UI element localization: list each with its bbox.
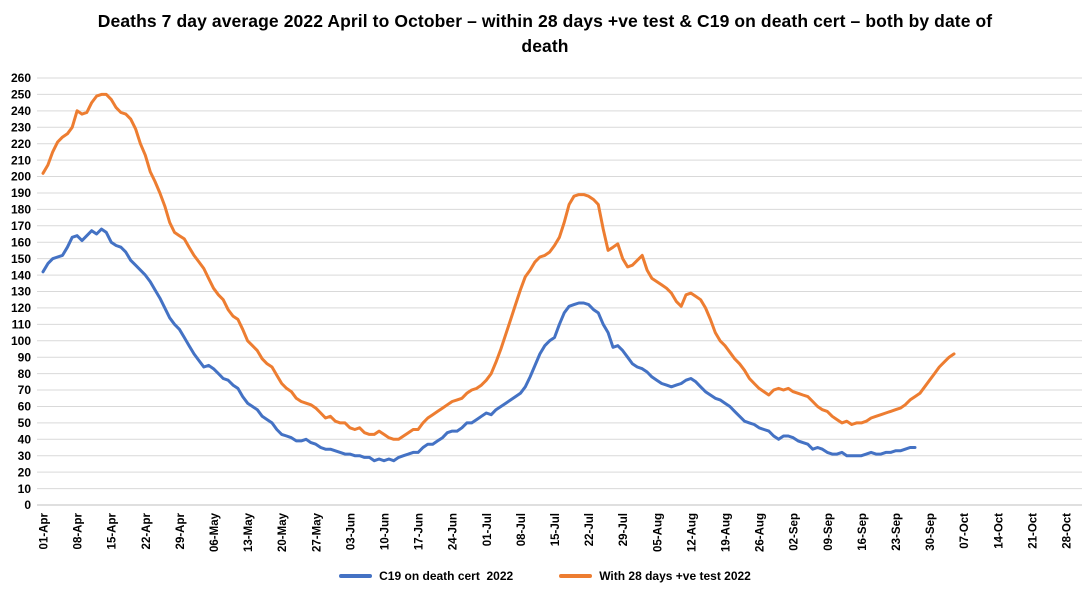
x-axis-tick-label: 13-May — [243, 512, 255, 552]
x-axis-tick-label: 10-Jun — [380, 513, 392, 550]
y-axis-tick-label: 170 — [11, 219, 31, 233]
x-axis-tick-label: 19-Aug — [721, 513, 733, 552]
legend-item-28-days-test: With 28 days +ve test 2022 — [559, 569, 751, 583]
y-axis-tick-label: 120 — [11, 301, 31, 315]
x-axis-tick-label: 28-Oct — [1062, 513, 1074, 549]
x-axis-tick-label: 05-Aug — [652, 513, 664, 552]
y-axis-tick-label: 220 — [11, 137, 31, 151]
x-axis-tick-label: 21-Oct — [1027, 513, 1039, 549]
y-axis-tick-label: 180 — [11, 203, 31, 217]
y-axis-tick-label: 260 — [11, 71, 31, 85]
x-axis-tick-label: 06-May — [209, 512, 221, 552]
x-axis-tick-label: 27-May — [311, 512, 323, 552]
chart-title: Deaths 7 day average 2022 April to Octob… — [97, 11, 993, 57]
x-axis-tick-label: 07-Oct — [959, 513, 971, 549]
legend-line-swatch-orange — [559, 574, 593, 578]
chart-legend: C19 on death cert 2022 With 28 days +ve … — [0, 569, 1090, 583]
series-line-28-days-positive-test — [41, 92, 956, 441]
y-axis-tick-label: 60 — [18, 400, 32, 414]
legend-line-swatch-blue — [339, 574, 373, 578]
x-axis-tick-label: 20-May — [277, 512, 289, 552]
x-axis-tick-label: 15-Jul — [550, 513, 562, 546]
y-axis-tick-label: 150 — [11, 252, 31, 266]
y-axis-tick-label: 0 — [24, 498, 31, 512]
x-axis-tick-label: 09-Sep — [823, 513, 835, 551]
y-axis-tick-label: 130 — [11, 285, 31, 299]
x-axis-tick-label: 01-Apr — [39, 512, 51, 549]
x-axis-tick-label: 16-Sep — [857, 513, 869, 551]
y-axis-tick-label: 210 — [11, 153, 31, 167]
y-axis-tick-label: 140 — [11, 268, 31, 282]
y-axis-tick-label: 240 — [11, 104, 31, 118]
x-axis-tick-label: 22-Apr — [141, 512, 153, 549]
x-axis-tick-label: 15-Apr — [107, 512, 119, 549]
y-axis-tick-label: 100 — [11, 334, 31, 348]
legend-label: C19 on death cert 2022 — [379, 569, 514, 583]
x-axis-tick-label: 26-Aug — [755, 513, 767, 552]
x-axis-tick-label: 02-Sep — [789, 513, 801, 551]
x-axis-tick-label: 23-Sep — [891, 513, 903, 551]
x-axis-tick-label: 22-Jul — [584, 513, 596, 546]
y-axis-tick-label: 200 — [11, 170, 31, 184]
x-axis-tick-label: 24-Jun — [448, 513, 460, 550]
y-axis-tick-label: 30 — [18, 449, 32, 463]
y-axis-tick-label: 250 — [11, 88, 31, 102]
x-axis-tick-label: 29-Jul — [618, 513, 630, 546]
y-axis-tick-label: 50 — [18, 416, 32, 430]
y-axis-tick-label: 110 — [12, 318, 32, 332]
y-axis-tick-label: 10 — [18, 482, 32, 496]
y-axis-tick-label: 90 — [18, 350, 32, 364]
y-axis-tick-label: 70 — [18, 383, 32, 397]
x-axis-tick-label: 03-Jun — [345, 513, 357, 550]
legend-item-c19-death-cert: C19 on death cert 2022 — [339, 569, 513, 583]
x-axis-tick-label: 14-Oct — [993, 513, 1005, 549]
y-axis-tick-label: 80 — [18, 367, 32, 381]
y-axis-tick-label: 230 — [11, 120, 31, 134]
y-axis-tick-label: 20 — [18, 465, 32, 479]
y-axis-tick-label: 190 — [11, 186, 31, 200]
x-axis-tick-label: 29-Apr — [175, 512, 187, 549]
y-axis-tick-label: 40 — [18, 433, 32, 447]
x-axis-tick-label: 17-Jun — [414, 513, 426, 550]
series-line-c19-death-cert — [41, 227, 917, 463]
x-axis-tick-label: 30-Sep — [925, 513, 937, 551]
legend-label: With 28 days +ve test 2022 — [599, 569, 751, 583]
x-axis-tick-label: 12-Aug — [686, 513, 698, 552]
x-axis-tick-label: 08-Jul — [516, 513, 528, 546]
y-axis-tick-label: 160 — [11, 235, 31, 249]
x-axis-tick-label: 08-Apr — [73, 512, 85, 549]
x-axis-tick-label: 01-Jul — [482, 513, 494, 546]
